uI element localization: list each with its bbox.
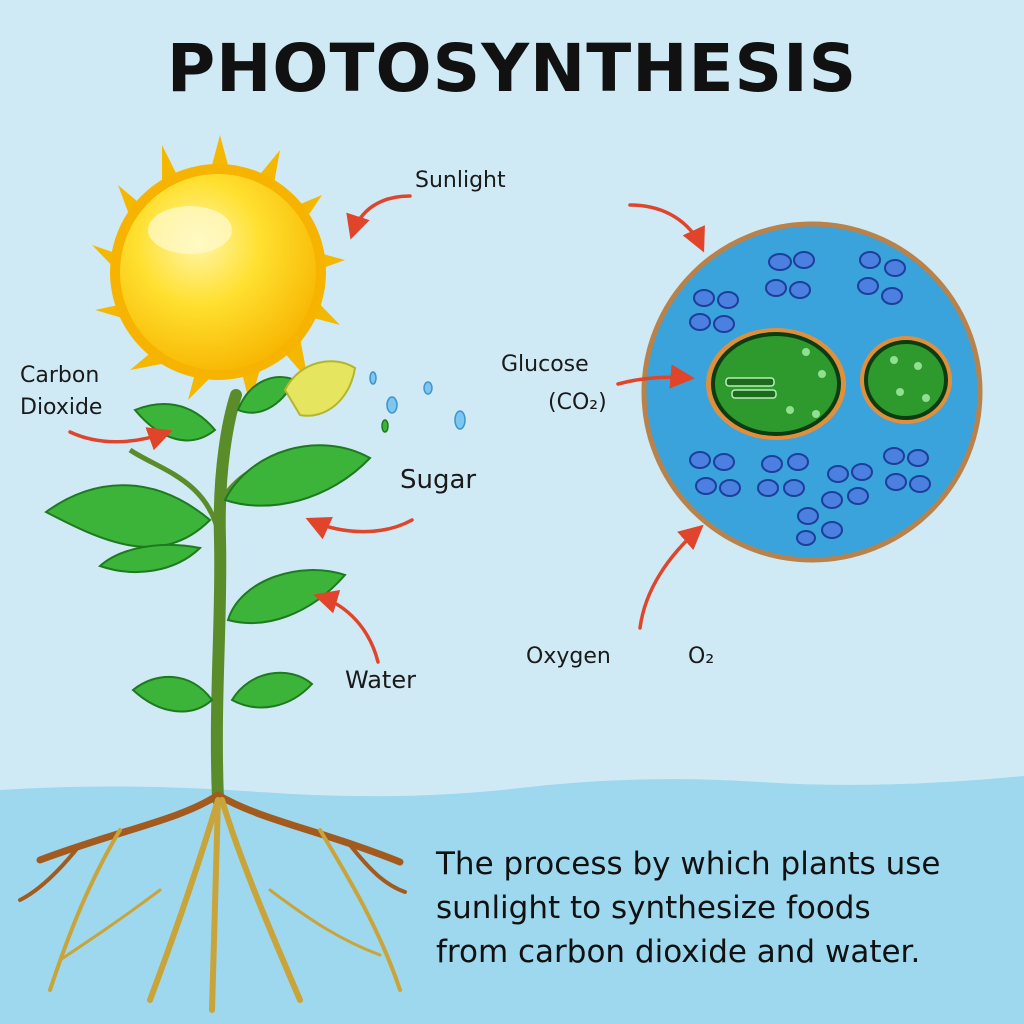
page-title: PHOTOSYNTHESIS xyxy=(166,30,858,107)
water-droplets xyxy=(369,371,466,433)
arrow-glucose xyxy=(616,364,695,389)
arrow-sunlight-to-cell xyxy=(628,203,705,253)
label-sunlight: Sunlight xyxy=(415,168,506,193)
caption-line-2: sunlight to synthesize foods xyxy=(436,890,871,926)
arrow-water xyxy=(313,589,380,664)
label-oxygen: Oxygen xyxy=(526,644,611,669)
label-sugar: Sugar xyxy=(400,465,477,495)
sun-icon xyxy=(92,135,345,405)
label-carbon-dioxide: Carbon Dioxide xyxy=(20,360,102,424)
plant-stem xyxy=(210,389,242,806)
label-arrows xyxy=(68,194,705,664)
plant-roots xyxy=(18,791,407,1013)
arrow-oxygen xyxy=(638,524,704,630)
arrow-sugar xyxy=(305,516,414,540)
arrow-carbon-dioxide xyxy=(68,427,173,451)
arrow-sunlight-to-sun xyxy=(346,194,412,240)
water-band xyxy=(0,776,1024,1024)
label-carbon-dioxide-line2: Dioxide xyxy=(20,395,103,420)
label-glucose: Glucose xyxy=(501,352,589,377)
chloroplast-small xyxy=(860,336,952,424)
plant-leaves xyxy=(44,376,372,713)
label-oxygen-formula: O₂ xyxy=(688,644,715,669)
cell-diagram xyxy=(641,221,983,563)
organelle-clusters xyxy=(689,251,931,546)
flower-petal xyxy=(283,360,357,417)
label-water: Water xyxy=(345,666,416,694)
chloroplast-large xyxy=(706,328,846,440)
caption: The process by which plants use sunlight… xyxy=(436,842,1016,974)
label-glucose-formula: (CO₂) xyxy=(548,390,607,415)
caption-line-3: from carbon dioxide and water. xyxy=(436,934,921,970)
label-carbon-dioxide-line1: Carbon xyxy=(20,363,100,388)
caption-line-1: The process by which plants use xyxy=(436,846,941,882)
